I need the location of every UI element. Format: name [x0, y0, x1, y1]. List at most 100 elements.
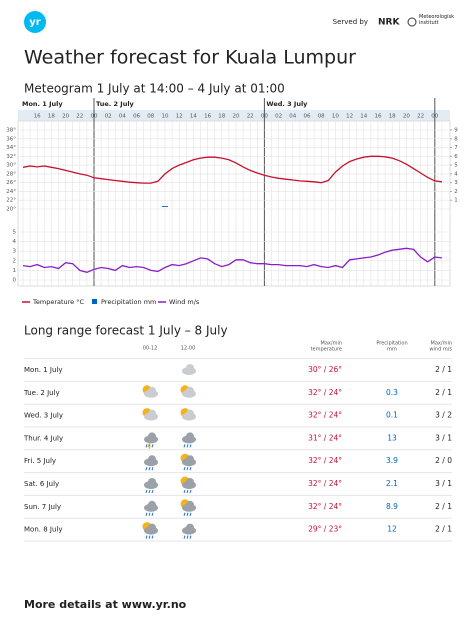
rain-icon — [145, 512, 148, 516]
day-label: Mon. 1 July — [22, 100, 63, 108]
hour-label: 10 — [332, 114, 339, 120]
cloud-icon — [148, 523, 156, 532]
row-precip: 0.3 — [386, 388, 398, 397]
row-wind: 2 / 1 — [435, 365, 452, 374]
institute-icon — [407, 17, 417, 27]
row-day: Mon. 8 July — [24, 526, 62, 534]
y-tick-label: 22° — [6, 198, 16, 204]
y-tick-label: 34° — [6, 145, 16, 151]
hour-label: 20 — [233, 114, 240, 120]
y-tick-label: 30° — [6, 163, 16, 169]
y2-tick-label: 1 — [454, 198, 458, 204]
rain-icon — [145, 489, 148, 494]
day-label: Tue. 2 July — [96, 100, 135, 108]
rain-icon — [145, 444, 148, 448]
rain-icon — [189, 444, 192, 448]
hour-label: 18 — [389, 114, 396, 120]
rain-icon — [186, 489, 189, 494]
rain-icon — [183, 535, 186, 539]
hour-label: 08 — [318, 114, 325, 120]
rain-icon — [186, 444, 189, 448]
rain-icon — [183, 489, 186, 494]
legend-label: Precipitation mm — [101, 298, 156, 306]
yr-logo — [24, 11, 46, 33]
temperature-line — [22, 155, 442, 184]
y-tick-label: 32° — [6, 154, 16, 160]
cloud-icon — [148, 409, 156, 418]
col-header: 00-12 — [143, 346, 158, 352]
cloud-icon — [186, 386, 194, 395]
row-day: Mon. 1 July — [24, 366, 62, 374]
wind-tick-label: 1 — [13, 268, 17, 274]
row-temp: 32° / 24° — [308, 479, 342, 488]
row-temp: 30° / 26° — [308, 365, 342, 374]
cloud-icon — [148, 432, 156, 441]
rain-icon — [183, 467, 186, 471]
hour-label: 06 — [304, 114, 311, 120]
row-temp: 32° / 24° — [308, 411, 342, 420]
y-tick-label: 26° — [6, 180, 16, 186]
row-wind: 3 / 1 — [435, 479, 452, 488]
institute-name: Meteorologisk institutt — [419, 14, 455, 26]
hour-label: 14 — [360, 114, 367, 120]
hour-label: 22 — [247, 114, 254, 120]
row-day: Sat. 6 July — [24, 480, 59, 488]
wind-tick-label: 2 — [13, 258, 17, 264]
hour-label: 14 — [190, 114, 197, 120]
cloud-icon — [186, 409, 194, 418]
col-header: wind m/s — [429, 347, 452, 353]
cloud-icon — [186, 455, 194, 464]
row-precip: 8.9 — [386, 502, 398, 511]
y-tick-label: 36° — [6, 136, 16, 142]
cloud-icon — [148, 500, 156, 509]
hour-label: 16 — [34, 114, 41, 120]
row-precip: 13 — [387, 433, 397, 442]
rain-icon — [186, 535, 189, 539]
hour-label: 06 — [133, 114, 140, 120]
wind-tick-label: 5 — [13, 230, 17, 236]
long-range-title: Long range forecast 1 July – 8 July — [24, 324, 228, 338]
rain-icon — [186, 467, 189, 471]
rain-icon — [183, 444, 186, 448]
col-header: Precipitation — [376, 341, 407, 347]
hour-label: 22 — [76, 114, 83, 120]
hour-label: 00 — [91, 114, 98, 120]
row-wind: 2 / 1 — [435, 388, 452, 397]
row-wind: 2 / 1 — [435, 502, 452, 511]
cloud-icon — [186, 478, 194, 486]
legend-swatch — [92, 299, 97, 304]
cloud-icon — [186, 523, 194, 532]
rain-icon — [148, 489, 151, 494]
rain-icon — [186, 512, 189, 516]
row-precip: 0.1 — [386, 411, 398, 420]
rain-icon — [189, 535, 192, 539]
col-header: temperature — [311, 347, 342, 353]
cloud-icon — [148, 386, 156, 395]
row-day: Tue. 2 July — [23, 389, 60, 397]
rain-icon — [151, 512, 154, 516]
rain-icon — [145, 535, 148, 539]
y-tick-label: 38° — [6, 128, 16, 134]
rain-icon — [189, 512, 192, 516]
hour-label: 16 — [375, 114, 382, 120]
row-temp: 31° / 24° — [308, 433, 342, 442]
rain-icon — [183, 512, 186, 516]
row-wind: 2 / 1 — [435, 525, 452, 534]
hour-label: 08 — [147, 114, 154, 120]
institute-wrap: Meteorologisk institutt — [419, 14, 455, 26]
y-tick-label: 28° — [6, 171, 16, 177]
hour-label: 12 — [346, 114, 353, 120]
row-wind: 2 / 0 — [435, 456, 452, 465]
y-tick-label: 20° — [6, 207, 16, 213]
meteogram-title: Meteogram 1 July at 14:00 – 4 July at 01… — [24, 82, 285, 96]
cloud-icon — [186, 364, 194, 372]
plot-frame — [17, 120, 451, 287]
rain-icon — [189, 489, 192, 494]
thunder-icon — [147, 442, 151, 450]
row-precip: 12 — [387, 525, 397, 534]
rain-icon — [151, 467, 154, 471]
hour-label: 20 — [62, 114, 69, 120]
hour-label: 00 — [261, 114, 268, 120]
